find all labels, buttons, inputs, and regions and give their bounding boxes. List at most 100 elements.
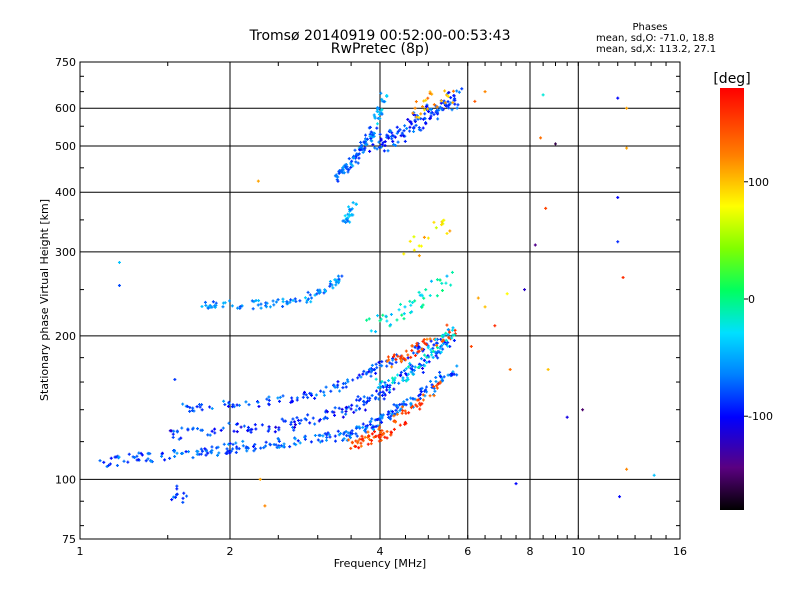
echo-point (283, 419, 287, 423)
echo-point (329, 389, 333, 393)
echo-point (353, 148, 357, 152)
scatter-point (508, 367, 512, 371)
echo-point (264, 305, 268, 309)
echo-point (344, 412, 348, 416)
echo-point (136, 458, 140, 462)
scatter-point (469, 344, 473, 348)
echo-point (445, 274, 449, 278)
echo-point (234, 450, 238, 454)
echo-point (335, 175, 339, 179)
echo-point (405, 126, 409, 130)
echo-point (336, 429, 340, 433)
echo-point (431, 355, 435, 359)
echo-point (185, 494, 189, 498)
echo-point (333, 439, 337, 443)
echo-point (173, 455, 177, 459)
echo-point (389, 430, 393, 434)
echo-point (372, 131, 376, 135)
colorbar-tick-label: 0 (748, 293, 755, 306)
echo-point (445, 231, 449, 235)
echo-point (413, 365, 417, 369)
echo-point (419, 128, 423, 132)
echo-point (171, 435, 175, 439)
echo-point (149, 459, 153, 463)
echo-point (381, 141, 385, 145)
echo-point (378, 145, 382, 149)
chart-subtitle: RwPretec (8p) (331, 41, 429, 57)
scatter-point (553, 142, 557, 146)
echo-point (336, 383, 340, 387)
echo-point (417, 116, 421, 120)
echo-point (395, 131, 399, 135)
echo-point (436, 350, 440, 354)
echo-point (421, 366, 425, 370)
echo-point (265, 301, 269, 305)
echo-point (424, 343, 428, 347)
echo-point (200, 428, 204, 432)
echo-point (191, 427, 195, 431)
echo-point (389, 323, 393, 327)
echo-point (175, 451, 179, 455)
scatter-point (117, 260, 121, 264)
echo-point (230, 405, 234, 409)
echo-point (365, 137, 369, 141)
x-tick-label: 8 (527, 545, 534, 558)
echo-point (348, 436, 352, 440)
echo-point (408, 129, 412, 133)
echo-point (354, 445, 358, 449)
echo-point (414, 123, 418, 127)
echo-point (250, 427, 254, 431)
echo-point (403, 305, 407, 309)
scatter-point (581, 408, 585, 412)
echo-point (432, 385, 436, 389)
echo-point (457, 90, 461, 94)
echo-point (325, 410, 329, 414)
echo-point (323, 415, 327, 419)
echo-point (447, 90, 451, 94)
echo-point (438, 105, 442, 109)
echo-point (382, 100, 386, 104)
echo-point (328, 435, 332, 439)
echo-point (259, 302, 263, 306)
echo-point (417, 244, 421, 248)
echo-point (182, 491, 186, 495)
echo-point (429, 114, 433, 118)
echo-point (390, 365, 394, 369)
echo-point (357, 152, 361, 156)
echo-point (343, 214, 347, 218)
y-tick-label: 75 (62, 533, 76, 546)
echo-point (389, 417, 393, 421)
echo-point (303, 296, 307, 300)
echo-point (352, 156, 356, 160)
echo-point (402, 369, 406, 373)
echo-point (306, 290, 310, 294)
echo-point (428, 294, 432, 298)
echo-point (452, 94, 456, 98)
echo-point (131, 455, 135, 459)
echo-point (370, 368, 374, 372)
echo-point (434, 337, 438, 341)
echo-point (199, 447, 203, 451)
echo-point (304, 393, 308, 397)
echo-point (390, 376, 394, 380)
echo-point (380, 380, 384, 384)
echo-point (356, 395, 360, 399)
echo-point (358, 148, 362, 152)
echo-point (399, 358, 403, 362)
echo-point (435, 386, 439, 390)
echo-point (272, 303, 276, 307)
echo-point (357, 156, 361, 160)
echo-point (423, 341, 427, 345)
scatter-point (544, 206, 548, 210)
echo-point (440, 334, 444, 338)
echo-point (358, 406, 362, 410)
echo-point (422, 296, 426, 300)
echo-point (186, 428, 190, 432)
echo-point (453, 98, 457, 102)
echo-point (416, 117, 420, 121)
echo-point (348, 220, 352, 224)
echo-point (180, 426, 184, 430)
echo-point (382, 149, 386, 153)
x-tick-label: 16 (673, 545, 687, 558)
echo-point (388, 388, 392, 392)
